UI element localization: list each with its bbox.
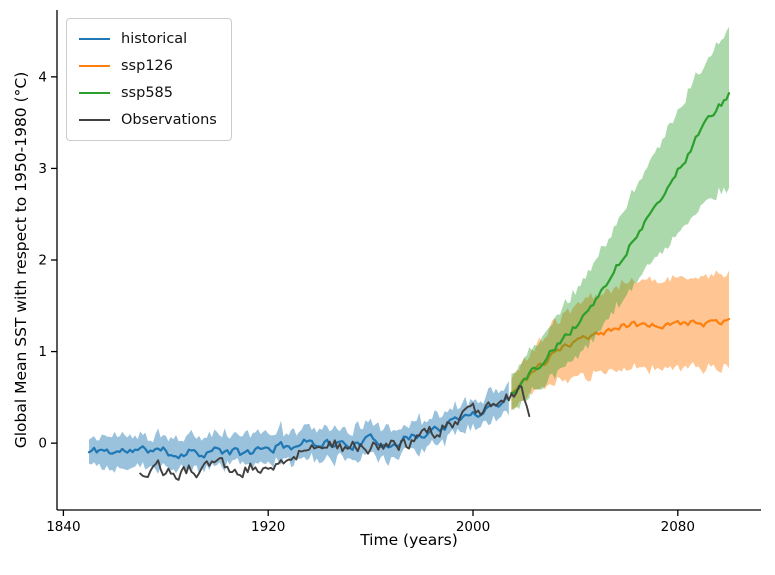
y-tick-label: 1 — [38, 344, 47, 360]
legend-item-ssp585: ssp585 — [79, 83, 217, 103]
y-axis-label: Global Mean SST with respect to 1950-198… — [12, 71, 30, 449]
legend-line-sample — [79, 38, 110, 40]
x-axis-label: Time (years) — [360, 531, 458, 549]
line-ssp585 — [510, 92, 731, 395]
y-tick-label: 2 — [38, 253, 47, 269]
y-tick-label: 3 — [38, 161, 47, 177]
legend-line-sample — [79, 92, 110, 94]
legend-line-sample — [79, 65, 110, 67]
plot-data — [87, 26, 731, 481]
x-tick-label: 1920 — [251, 519, 285, 535]
y-tick-label: 4 — [38, 69, 47, 85]
legend-line-sample — [79, 119, 110, 121]
legend-item-label: historical — [121, 30, 188, 47]
legend-item-historical: historical — [79, 29, 217, 49]
legend-item-label: Observations — [121, 111, 217, 128]
line-historical — [87, 396, 510, 460]
band-ssp585 — [511, 26, 729, 410]
legend-item-observations: Observations — [79, 110, 217, 130]
x-tick-label: 2000 — [456, 519, 490, 535]
axes: 1840 1920 2000 2080 0 1 2 3 4 — [38, 10, 761, 535]
legend-item-label: ssp585 — [121, 84, 173, 101]
line-Observations — [139, 385, 531, 481]
x-tick-label: 2080 — [661, 519, 695, 535]
y-tick-label: 0 — [38, 436, 47, 452]
band-ssp126 — [511, 270, 729, 411]
x-tick-label: 1840 — [46, 519, 80, 535]
line-ssp126 — [510, 318, 731, 397]
legend-item-label: ssp126 — [121, 57, 173, 74]
legend: historical ssp126 ssp585 Observations — [66, 18, 232, 141]
legend-item-ssp126: ssp126 — [79, 56, 217, 76]
